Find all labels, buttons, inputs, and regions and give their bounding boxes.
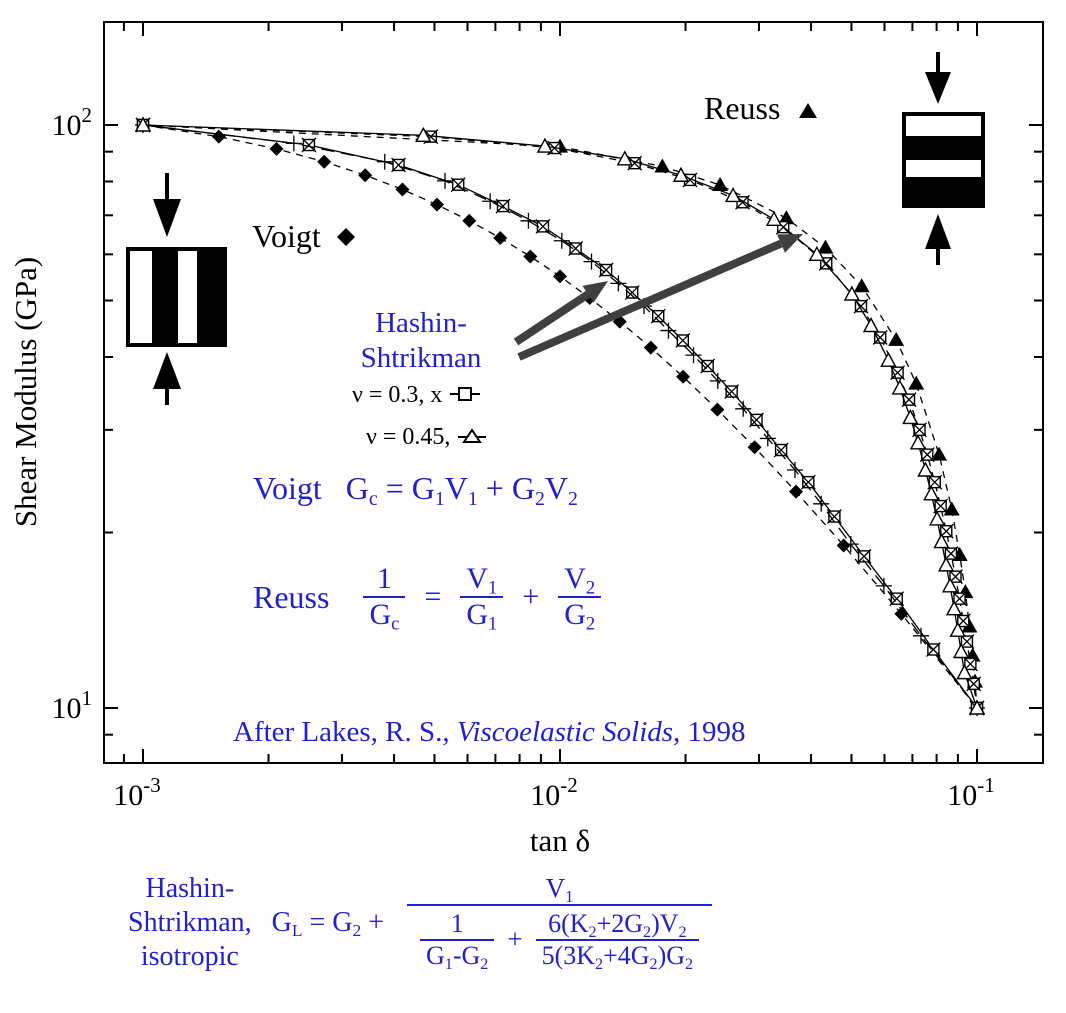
x-tick-label-10^-3: 10-3 bbox=[113, 773, 161, 812]
y-tick-label-10^1: 101 bbox=[52, 686, 93, 725]
reuss-composite-diagram bbox=[902, 52, 985, 265]
voigt-composite-diagram bbox=[126, 173, 227, 405]
square-on-line-icon bbox=[449, 382, 481, 409]
series-hs_lower_nu045 bbox=[134, 116, 986, 715]
hs-annotation-arrows bbox=[513, 234, 803, 361]
series-hs_upper_nu045 bbox=[135, 117, 985, 716]
y-axis-title: Shear Modulus (GPa) bbox=[8, 257, 43, 527]
plus-sign: + bbox=[522, 580, 540, 614]
triangle-icon bbox=[798, 90, 818, 127]
hs-inner-fraction-1: 1 G1-G2 bbox=[420, 909, 495, 972]
y-tick-label-10^2: 102 bbox=[52, 103, 93, 142]
x-axis-title: tan δ bbox=[530, 823, 590, 858]
plot-frame bbox=[103, 21, 1044, 764]
hs-annotation-line2: Shtrikman bbox=[360, 342, 482, 375]
reuss-v2g2-fraction: V2 G2 bbox=[558, 562, 602, 634]
x-tick-label-10^-1: 10-1 bbox=[947, 773, 995, 812]
hs-big-fraction: V1 1 G1-G2 + 6(K2+2G2)V2 5(3K2+4G2)G2 bbox=[407, 872, 713, 974]
hs-arrow bbox=[517, 239, 783, 361]
hs-isotropic-label-line2: Shtrikman, bbox=[128, 907, 252, 939]
voigt-formula-label: Voigt bbox=[253, 470, 322, 506]
hs-big-fraction-num: V1 bbox=[545, 872, 574, 906]
hs-isotropic-label-line1: Hashin- bbox=[145, 873, 235, 904]
hashin-shtrikman-annotation: Hashin- Shtrikman bbox=[330, 306, 512, 377]
hs-formula-lhs: GL = G2 + bbox=[271, 907, 385, 941]
axis-ticks bbox=[104, 22, 1043, 763]
x-tick-label-10^-2: 10-2 bbox=[530, 773, 578, 812]
reuss-formula: Reuss 1 Gc = V1 G1 + V2 G2 bbox=[253, 562, 604, 634]
reuss-curve-label: Reuss bbox=[704, 90, 818, 127]
reuss-curve-label-text: Reuss bbox=[704, 90, 781, 126]
hs-inner-plus: + bbox=[507, 924, 523, 955]
hs-isotropic-label-line3: isotropic bbox=[140, 941, 239, 973]
hs-arrow bbox=[513, 290, 591, 346]
series-hs_lower_nu03 bbox=[135, 117, 985, 716]
hs-big-fraction-den: 1 G1-G2 + 6(K2+2G2)V2 5(3K2+4G2)G2 bbox=[407, 903, 713, 974]
down-arrow-icon bbox=[165, 173, 169, 200]
voigt-curve-label: Voigt bbox=[252, 218, 356, 255]
up-arrow-icon bbox=[153, 352, 181, 389]
voigt-curve-label-text: Voigt bbox=[252, 218, 321, 254]
hs-isotropic-label: Hashin- Shtrikman, isotropic bbox=[128, 872, 252, 974]
voigt-formula: Voigt Gc = G1V1 + G2V2 bbox=[253, 470, 578, 510]
series-line-hs_upper_nu045 bbox=[142, 124, 978, 709]
series-line-reuss bbox=[142, 124, 978, 709]
voigt-formula-body: Gc = G1V1 + G2V2 bbox=[345, 470, 578, 510]
legend-nu-03-text: ν = 0.3, x bbox=[352, 382, 443, 408]
citation: After Lakes, R. S., Viscoelastic Solids,… bbox=[233, 716, 746, 748]
equals-sign: = bbox=[424, 580, 442, 614]
down-arrow-icon bbox=[936, 52, 940, 73]
reuss-v1g1-fraction: V1 G1 bbox=[460, 562, 504, 634]
triangle-on-line-icon bbox=[457, 424, 487, 451]
legend-nu-045-text: ν = 0.45, bbox=[366, 424, 451, 450]
hs-inner-fraction-2: 6(K2+2G2)V2 5(3K2+4G2)G2 bbox=[535, 909, 700, 972]
legend-nu-03: ν = 0.3, x bbox=[352, 382, 481, 409]
reuss-formula-label: Reuss bbox=[253, 578, 330, 615]
diamond-icon bbox=[336, 218, 356, 255]
up-arrow-icon bbox=[925, 214, 951, 249]
hs-isotropic-formula: Hashin- Shtrikman, isotropic GL = G2 + V… bbox=[128, 872, 715, 974]
reuss-lhs-fraction: 1 Gc bbox=[363, 562, 406, 634]
hs-annotation-line1: Hashin- bbox=[375, 307, 467, 339]
legend-nu-045: ν = 0.45, bbox=[366, 424, 487, 451]
